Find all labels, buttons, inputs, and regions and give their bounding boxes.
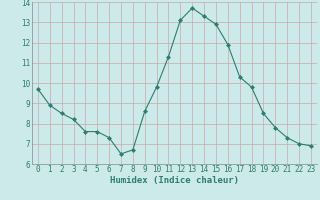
X-axis label: Humidex (Indice chaleur): Humidex (Indice chaleur)	[110, 176, 239, 185]
